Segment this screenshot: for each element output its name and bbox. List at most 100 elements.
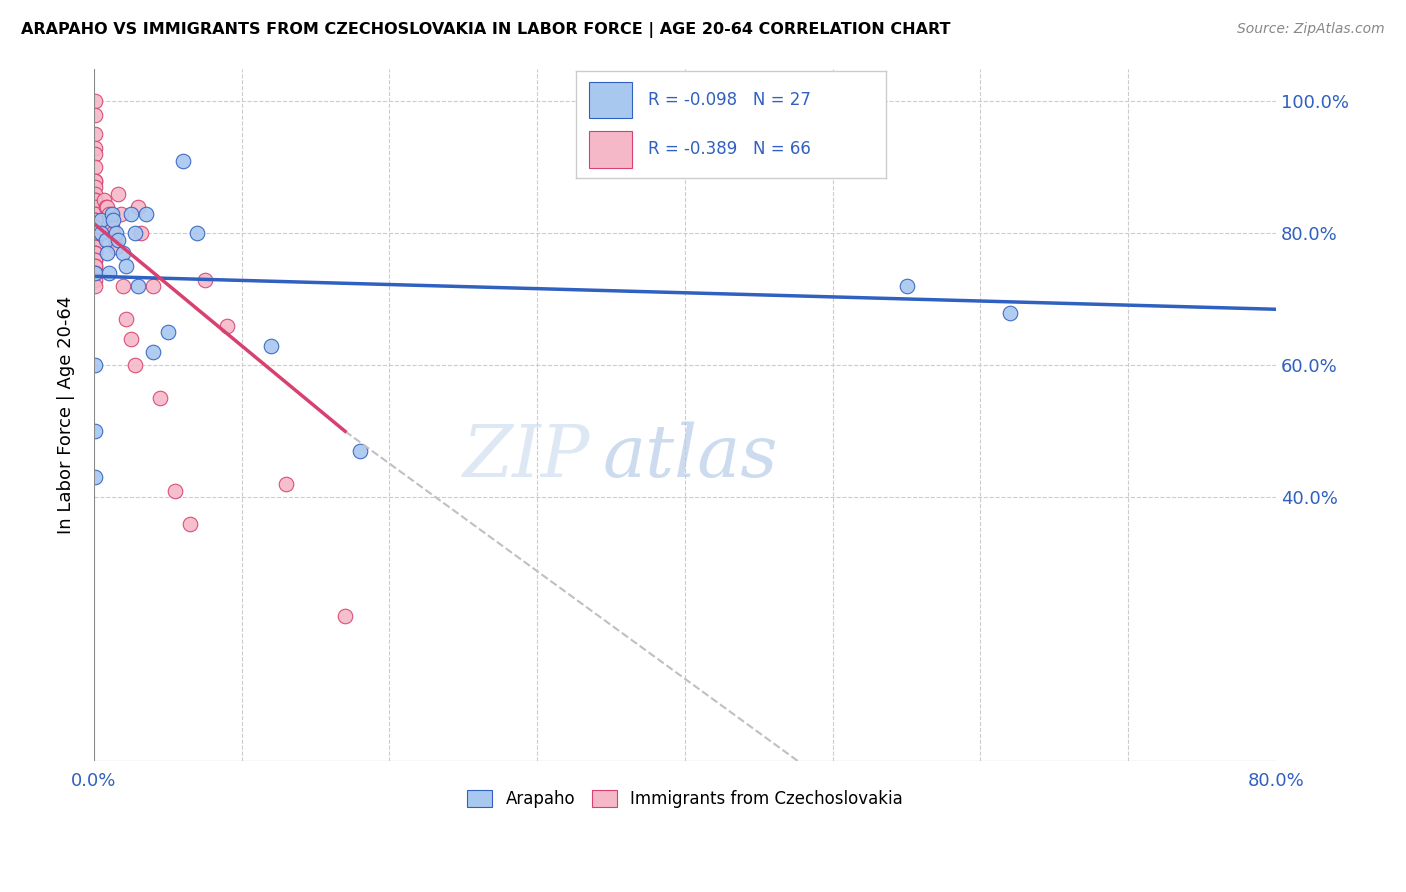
Point	[84, 141, 107, 155]
Point	[215, 318, 238, 333]
Point	[149, 392, 172, 406]
Point	[84, 213, 107, 227]
Point	[84, 95, 107, 109]
Point	[120, 206, 142, 220]
Point	[142, 345, 165, 359]
Point	[84, 425, 107, 439]
Point	[84, 186, 107, 201]
Point	[100, 206, 122, 220]
Text: R = -0.098   N = 27: R = -0.098 N = 27	[648, 91, 810, 109]
Point	[90, 213, 112, 227]
Point	[84, 219, 107, 234]
Point	[84, 180, 107, 194]
Point	[94, 233, 117, 247]
Point	[84, 213, 107, 227]
Point	[112, 246, 135, 260]
Point	[124, 359, 146, 373]
Point	[349, 444, 371, 458]
Point	[186, 227, 208, 241]
Point	[84, 219, 107, 234]
Point	[97, 266, 120, 280]
Point	[84, 194, 107, 208]
Point	[84, 233, 107, 247]
Point	[107, 233, 129, 247]
Point	[84, 252, 107, 267]
Point	[84, 246, 107, 260]
Point	[84, 246, 107, 260]
Point	[115, 312, 138, 326]
Point	[105, 227, 128, 241]
Point	[84, 128, 107, 142]
Point	[84, 359, 107, 373]
Point	[124, 227, 146, 241]
Point	[90, 227, 112, 241]
Point	[96, 200, 118, 214]
Bar	[589, 82, 633, 119]
Point	[84, 239, 107, 253]
Point	[84, 174, 107, 188]
Point	[105, 239, 128, 253]
Point	[115, 260, 138, 274]
Point	[97, 206, 120, 220]
Point	[84, 227, 107, 241]
Point	[84, 206, 107, 220]
Point	[84, 246, 107, 260]
Point	[135, 206, 157, 220]
Point	[84, 252, 107, 267]
Point	[84, 470, 107, 484]
Point	[84, 233, 107, 247]
Point	[84, 213, 107, 227]
Point	[120, 332, 142, 346]
Point	[84, 206, 107, 220]
Point	[84, 147, 107, 161]
Text: ARAPAHO VS IMMIGRANTS FROM CZECHOSLOVAKIA IN LABOR FORCE | AGE 20-64 CORRELATION: ARAPAHO VS IMMIGRANTS FROM CZECHOSLOVAKI…	[21, 22, 950, 38]
Point	[110, 206, 132, 220]
Bar	[589, 131, 633, 168]
Point	[98, 213, 121, 227]
Point	[127, 279, 149, 293]
Point	[84, 108, 107, 122]
Point	[84, 194, 107, 208]
Point	[84, 239, 107, 253]
Point	[101, 213, 124, 227]
Point	[896, 279, 918, 293]
Point	[84, 200, 107, 214]
Point	[165, 483, 187, 498]
Point	[112, 279, 135, 293]
Text: R = -0.389   N = 66: R = -0.389 N = 66	[648, 141, 810, 159]
Point	[84, 260, 107, 274]
Point	[179, 516, 201, 531]
Point	[84, 219, 107, 234]
Y-axis label: In Labor Force | Age 20-64: In Labor Force | Age 20-64	[58, 295, 75, 534]
Point	[107, 186, 129, 201]
Point	[127, 200, 149, 214]
Point	[84, 239, 107, 253]
Point	[274, 477, 297, 491]
Point	[84, 239, 107, 253]
Point	[142, 279, 165, 293]
Point	[84, 266, 107, 280]
Point	[96, 246, 118, 260]
Point	[84, 161, 107, 175]
Point	[84, 227, 107, 241]
Point	[84, 227, 107, 241]
Text: ZIP: ZIP	[463, 421, 591, 491]
Point	[93, 194, 115, 208]
Point	[100, 219, 122, 234]
Point	[84, 260, 107, 274]
Point	[260, 338, 283, 352]
Point	[84, 272, 107, 286]
Point	[94, 200, 117, 214]
Point	[84, 233, 107, 247]
Point	[129, 227, 152, 241]
Point	[172, 153, 194, 168]
Point	[101, 227, 124, 241]
Point	[84, 266, 107, 280]
Point	[998, 305, 1021, 319]
Text: atlas: atlas	[602, 421, 778, 491]
Point	[104, 233, 127, 247]
Legend: Arapaho, Immigrants from Czechoslovakia: Arapaho, Immigrants from Czechoslovakia	[460, 783, 910, 815]
Point	[333, 609, 356, 624]
Point	[84, 174, 107, 188]
Point	[84, 279, 107, 293]
